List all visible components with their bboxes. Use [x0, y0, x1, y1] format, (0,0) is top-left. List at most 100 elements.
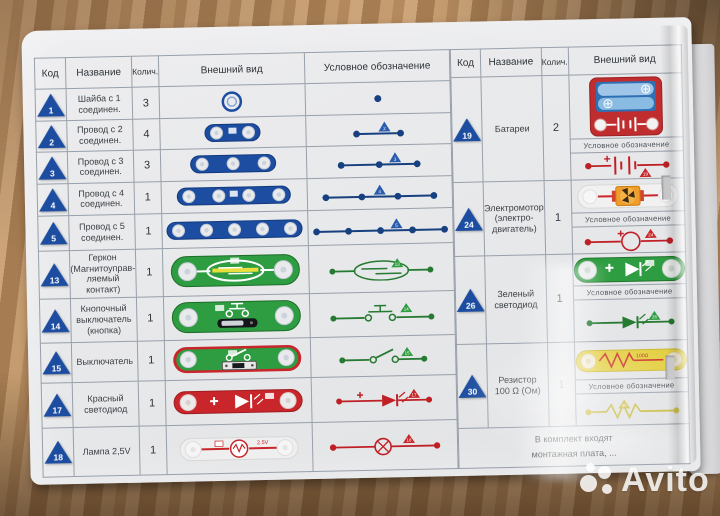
code-cell: 5 [37, 215, 70, 251]
name-cell: Провод с 5 соединен. [68, 214, 136, 251]
name-cell: Провод с 4 соединен. [68, 181, 135, 216]
table-row: 2 Провод с 2 соединен. 4 2 [35, 112, 452, 153]
appearance-cell [162, 245, 310, 297]
code-cell: 17 [41, 382, 74, 428]
code-cell: 14 [39, 298, 72, 344]
wire-4-piece-icon [177, 186, 292, 207]
wire-2-symbol-icon: 2 [353, 121, 404, 138]
name-cell: Красный светодиод [72, 380, 140, 428]
appearance-cell: 2.5V [166, 422, 314, 475]
header-name: Название [480, 47, 542, 77]
qty-cell: 1 [545, 254, 575, 343]
lamp-piece-icon: 2.5V [180, 435, 300, 461]
appearance-cell [158, 84, 306, 119]
symbol-cell: 18 [312, 419, 459, 472]
symbol-cell: 2 [305, 112, 452, 147]
symbol-cell: 17 [311, 374, 458, 423]
avito-logo-icon [580, 460, 616, 500]
table-row: 18 Лампа 2,5V 1 2.5V 18 [42, 419, 459, 478]
qty-cell: 1 [139, 425, 168, 476]
svg-text:15: 15 [405, 351, 411, 356]
svg-text:18: 18 [406, 437, 412, 442]
header-name: Название [65, 56, 132, 90]
table-row: 30 Резистор 100 Ω (Ом) 1 100Ω [456, 339, 688, 429]
svg-text:2: 2 [383, 126, 386, 131]
avito-watermark-text: Avito [621, 460, 710, 499]
push-button-symbol-icon: 14 [330, 303, 435, 322]
name-cell: Выключатель [71, 341, 139, 383]
spine-notch [661, 175, 671, 200]
wire-5-symbol-icon: 5 [313, 218, 448, 236]
svg-text:2.5V: 2.5V [257, 440, 269, 446]
svg-text:14: 14 [404, 307, 410, 312]
code-badge-triangle: 14 [41, 309, 69, 333]
name-cell: Кнопочный выключатель (кнопка) [70, 297, 138, 343]
lamp-symbol-icon: 18 [329, 433, 441, 456]
wire-5-piece-icon [167, 219, 303, 240]
red-led-symbol-icon: 17 [336, 388, 433, 407]
appearance-cell [159, 115, 307, 150]
header-appearance: Внешний вид [158, 52, 305, 88]
wire-3-piece-icon [190, 154, 277, 174]
code-badge-triangle: 15 [42, 351, 70, 375]
red-led-piece-icon [174, 388, 304, 414]
name-cell: Зеленый светодиод [484, 254, 548, 344]
code-cell: 26 [454, 255, 487, 345]
parts-tables: Код Название Колич. Внешний вид Условное… [34, 44, 690, 478]
spine-notch [665, 355, 675, 380]
header-qty: Колич. [540, 47, 569, 76]
qty-cell: 1 [138, 380, 167, 426]
washer-symbol-icon [374, 94, 382, 102]
symbol-cell: 4 [306, 175, 453, 211]
code-badge-triangle: 26 [456, 288, 484, 312]
code-badge-triangle: 5 [39, 222, 67, 246]
name-cell: Резистор 100 Ω (Ом) [486, 342, 549, 428]
code-badge-triangle: 18 [44, 440, 72, 464]
header-qty: Колич. [131, 55, 159, 88]
code-badge-triangle: 3 [38, 156, 66, 180]
table-row: 3 Провод с 3 соединен. 3 3 [36, 143, 452, 184]
appearance-cell [161, 210, 309, 249]
code-badge-triangle: 2 [37, 125, 65, 149]
name-cell: Батареи [480, 75, 544, 182]
name-cell: Геркон (Магнитоуправ-ляемый контакт) [69, 248, 137, 299]
qty-cell: 4 [132, 118, 161, 151]
qty-cell: 2 [541, 75, 571, 181]
manual-page: Код Название Колич. Внешний вид Условное… [21, 17, 701, 485]
code-cell: 24 [453, 181, 485, 257]
green-led-symbol-icon: 26 [586, 310, 675, 329]
wire-2-piece-icon [204, 123, 261, 143]
table-row: 26 Зеленый светодиод 1 [454, 251, 686, 345]
code-badge-triangle: 4 [39, 188, 67, 212]
wire-3-symbol-icon: 3 [337, 152, 421, 170]
motor-symbol-icon: 24 [584, 228, 673, 252]
name-cell: Провод с 3 соединен. [67, 150, 134, 184]
code-badge-triangle: 19 [453, 118, 481, 142]
symbol-cell: 5 [307, 207, 454, 246]
appearance-cell [160, 178, 308, 214]
code-cell: 30 [456, 343, 489, 429]
avito-watermark: Avito [580, 460, 710, 500]
header-code: Код [34, 57, 67, 90]
table-row: 1 Шайба с 1 соединен. 3 [35, 81, 451, 122]
reed-switch-symbol-icon: 13 [329, 258, 434, 282]
slide-switch-symbol-icon: 15 [339, 347, 428, 364]
washer-piece-icon [222, 91, 243, 112]
table-row: 17 Красный светодиод 1 17 [41, 374, 458, 428]
symbol-cell: 13 [308, 242, 455, 294]
parts-table-left: Код Название Колич. Внешний вид Условное… [34, 49, 459, 478]
code-badge-triangle: 30 [458, 374, 486, 398]
appearance-cell [164, 337, 312, 381]
code-cell: 15 [40, 342, 73, 383]
name-cell: Электромотор (электро-двигатель) [483, 180, 546, 256]
wire-4-symbol-icon: 4 [322, 185, 438, 202]
qty-cell: 1 [137, 340, 166, 381]
code-cell: 3 [36, 151, 69, 184]
appearance-cell [165, 377, 313, 426]
svg-text:26: 26 [651, 314, 657, 319]
header-symbol: Условное обозначение [304, 49, 450, 85]
svg-text:24: 24 [648, 232, 654, 237]
qty-cell: 1 [136, 296, 165, 342]
code-cell: 18 [42, 427, 75, 478]
